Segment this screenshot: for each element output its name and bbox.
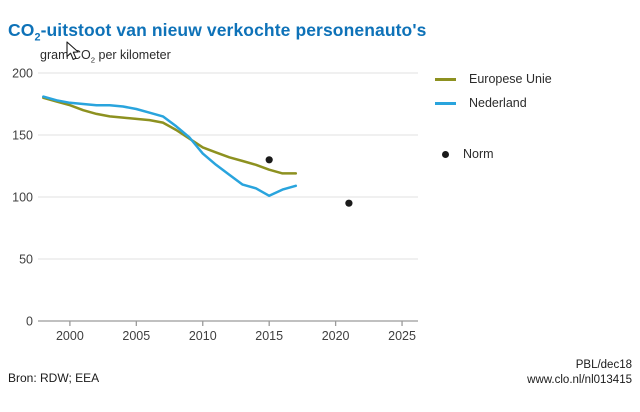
y-tick-label-200: 200 [12, 67, 33, 81]
y-tick-label-0: 0 [26, 315, 33, 329]
credit-text: PBL/dec18 [575, 359, 632, 371]
mouse-cursor-icon [66, 41, 79, 60]
legend-item-europese-unie: Europese Unie [435, 71, 552, 87]
y-tick-label-150: 150 [12, 129, 33, 143]
subtitle-rest: per kilometer [95, 48, 171, 62]
x-tick-label-2010: 2010 [189, 329, 217, 343]
credit-block: PBL/dec18 www.clo.nl/nl013415 [527, 358, 632, 388]
x-tick-label-2005: 2005 [122, 329, 150, 343]
legend-item-nederland: Nederland [435, 95, 527, 111]
x-tick-label-2000: 2000 [56, 329, 84, 343]
eu-line-swatch-icon [435, 77, 456, 81]
x-tick-label-2025: 2025 [388, 329, 416, 343]
legend-label-nl: Nederland [469, 96, 527, 110]
credit-url: www.clo.nl/nl013415 [527, 374, 632, 386]
norm-dot-swatch-icon [442, 150, 449, 158]
title-prefix: CO [8, 19, 35, 40]
legend-label-norm: Norm [463, 147, 494, 161]
x-tick-label-2020: 2020 [322, 329, 350, 343]
nl-line-swatch-icon [435, 101, 456, 105]
subtitle-subscript: 2 [90, 55, 96, 65]
source-note: Bron: RDW; EEA [8, 371, 100, 385]
series-line-nederland [42, 95, 298, 198]
chart-title: CO2-uitstoot van nieuw verkochte persone… [8, 19, 568, 44]
legend-label-eu: Europese Unie [469, 72, 552, 86]
y-tick-label-100: 100 [12, 191, 33, 205]
y-tick-label-50: 50 [19, 253, 33, 267]
title-subscript: 2 [34, 31, 41, 44]
x-tick-label-2015: 2015 [255, 329, 283, 343]
norm-point-2021 [345, 199, 353, 207]
title-rest: -uitstoot van nieuw verkochte personenau… [40, 19, 427, 40]
series-line-europese-unie [42, 96, 298, 175]
legend-item-norm: Norm [435, 146, 494, 162]
norm-point-2015 [265, 156, 273, 164]
